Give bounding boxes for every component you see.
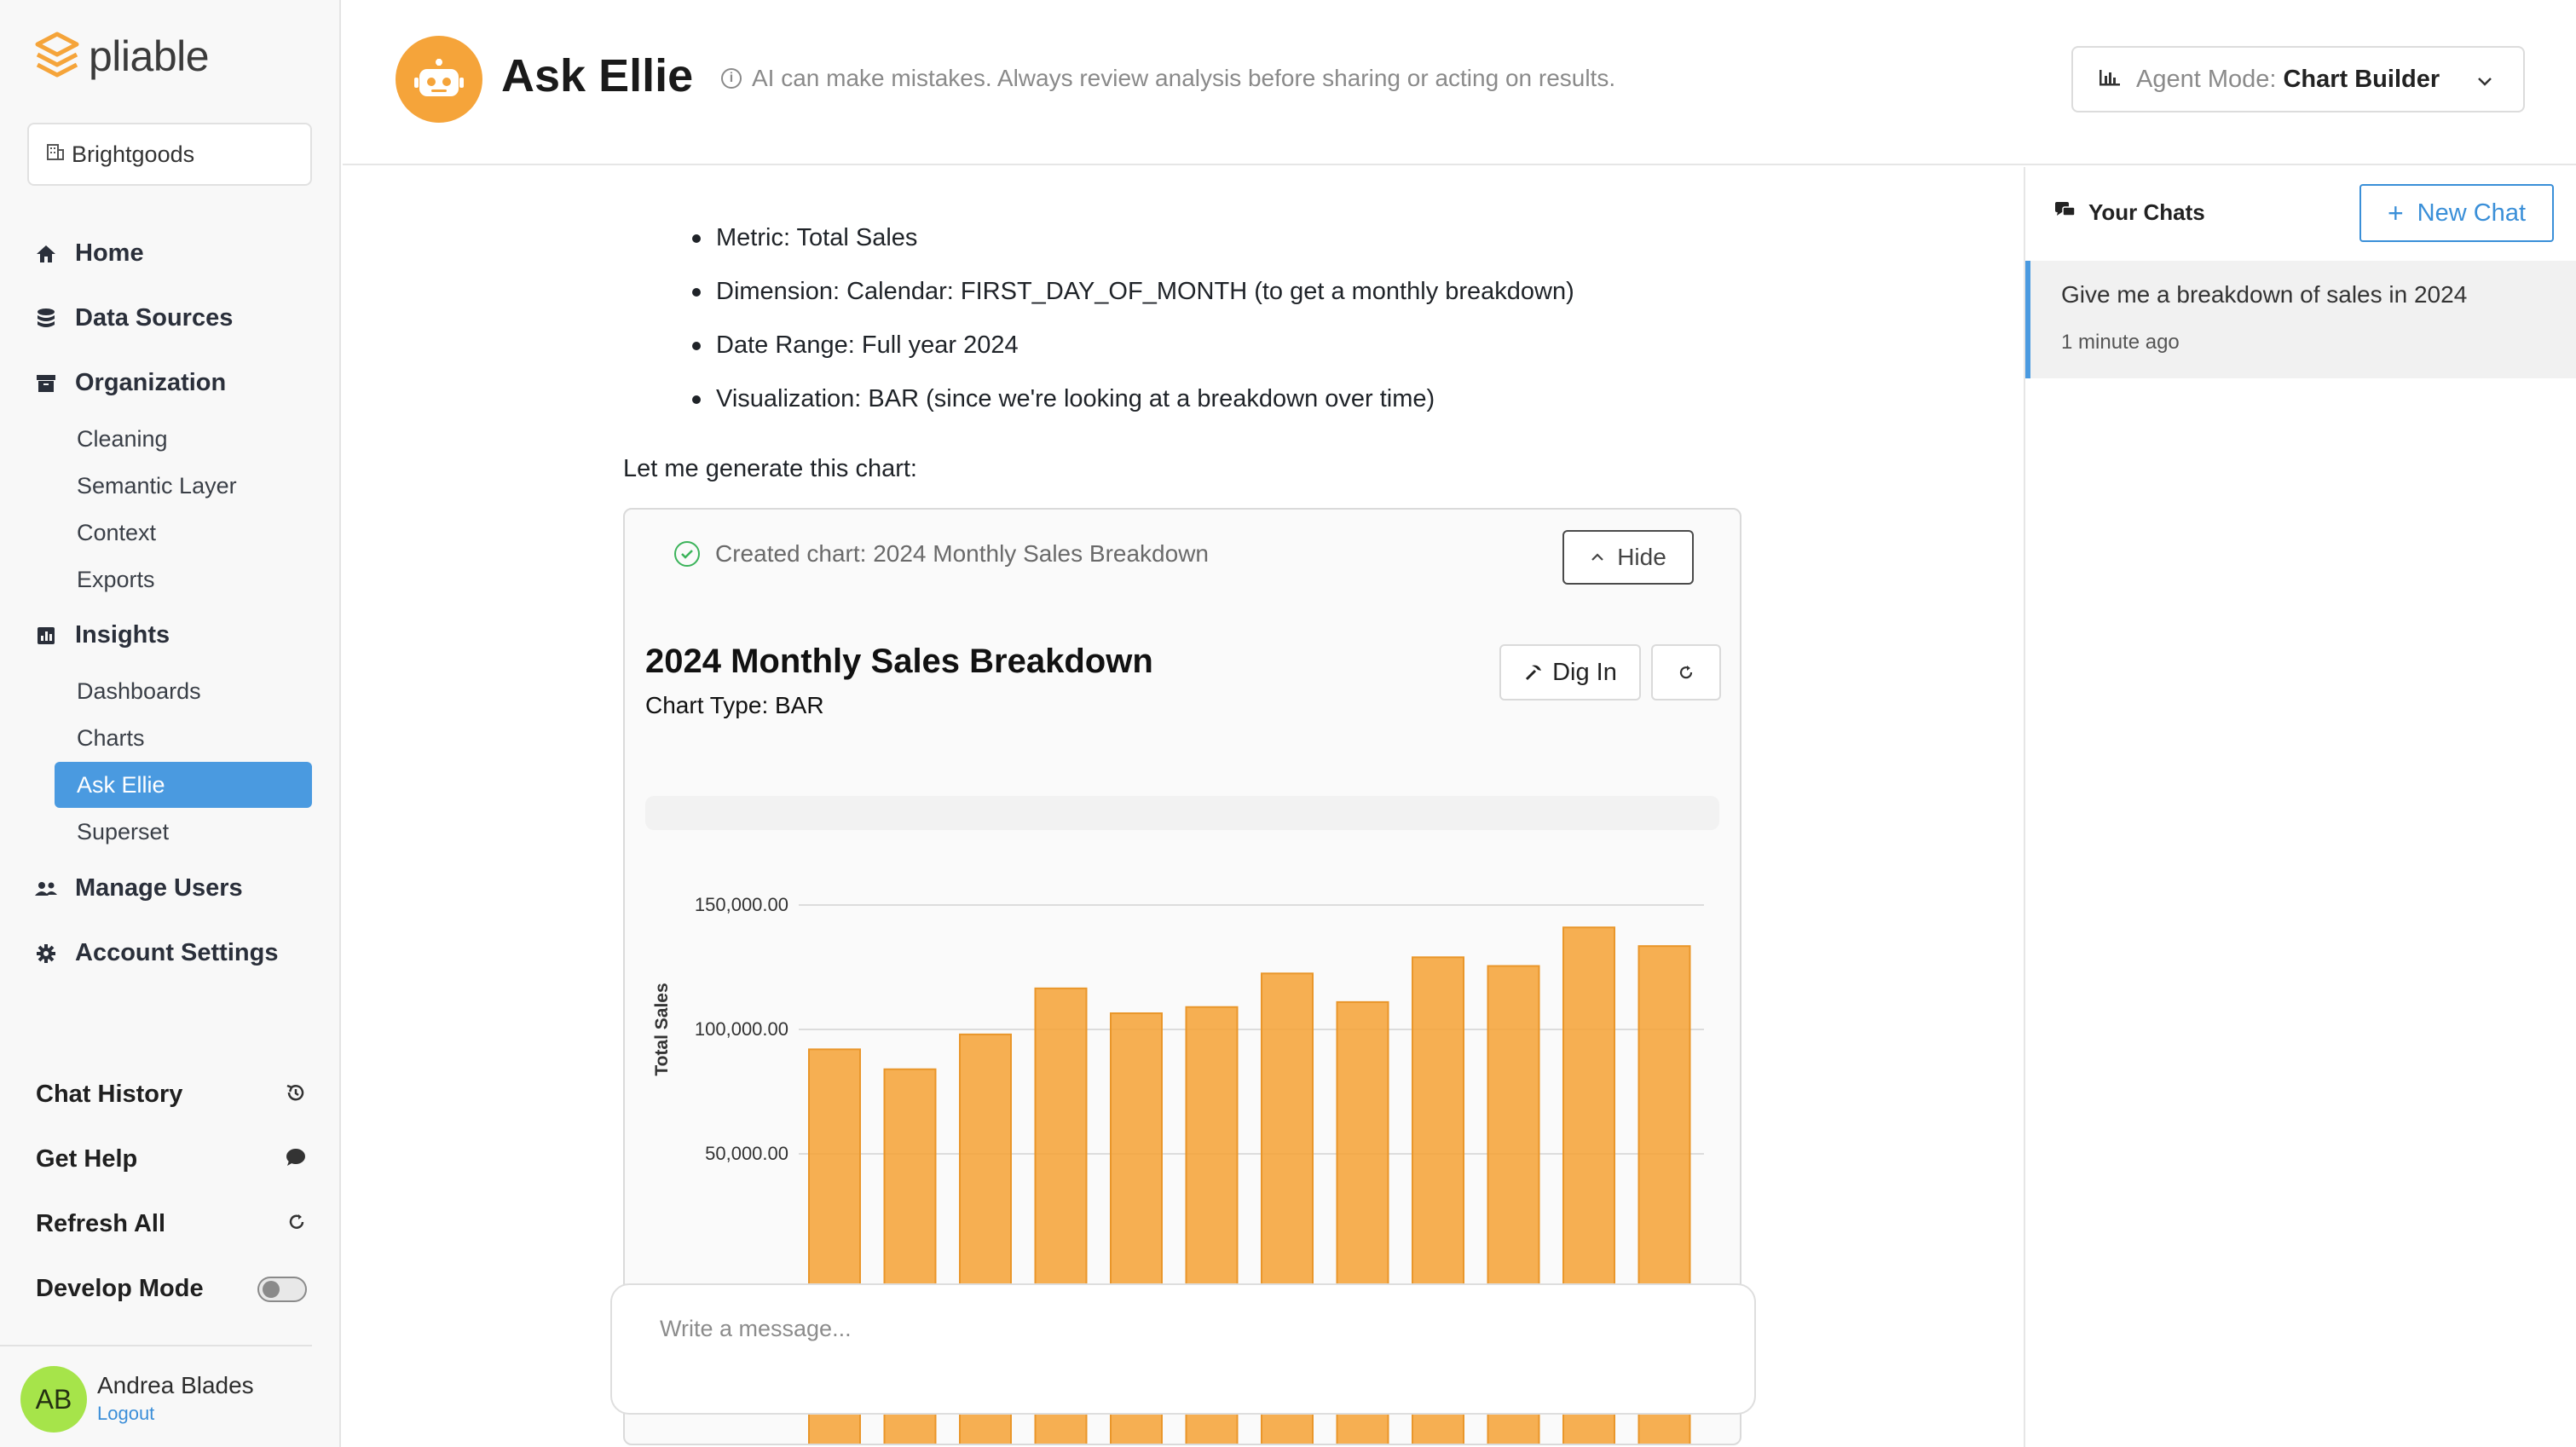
brand-name: pliable [89,32,210,80]
message-composer[interactable] [610,1283,1756,1415]
nav-charts[interactable]: Charts [77,724,145,751]
assistant-message-text: Let me generate this chart: [623,455,917,482]
building-icon [46,142,65,166]
develop-mode-row: Develop Mode [36,1275,307,1303]
info-icon: i [721,68,742,89]
disclaimer-text: AI can make mistakes. Always review anal… [752,65,1616,91]
chat-bubbles-icon [2054,200,2076,225]
y-tick-label: 100,000.00 [695,1018,788,1040]
list-item: Metric: Total Sales [692,211,1574,265]
pickaxe-icon [1526,665,1542,681]
dig-in-label: Dig In [1552,658,1617,686]
agent-mode-value: Chart Builder [2283,65,2440,93]
chats-header: Your Chats [2054,199,2205,226]
y-axis-label: Total Sales [652,983,672,1075]
org-selector[interactable]: Brightgoods [27,123,312,186]
archive-icon [34,372,58,395]
chats-title: Your Chats [2088,199,2205,225]
chats-panel: Your Chats + New Chat Give me a breakdow… [2024,167,2576,1447]
chat-item-title: Give me a breakdown of sales in 2024 [2061,281,2468,308]
dig-in-button[interactable]: Dig In [1499,644,1641,700]
refresh-icon [286,1212,307,1237]
agent-mode-select[interactable]: Agent Mode: Chart Builder [2071,46,2525,112]
nav-manage-users-label: Manage Users [75,874,243,902]
refresh-icon [1679,666,1693,679]
pliable-logo-icon [35,32,79,78]
chart-title: 2024 Monthly Sales Breakdown [645,643,1153,680]
assistant-bullet-list: Metric: Total Sales Dimension: Calendar:… [692,211,1574,426]
nav-exports[interactable]: Exports [77,566,155,592]
nav-insights-label: Insights [75,621,170,649]
develop-mode-toggle[interactable] [257,1276,307,1302]
hide-button[interactable]: Hide [1562,530,1694,585]
chat-list-item[interactable]: Give me a breakdown of sales in 2024 1 m… [2025,261,2576,378]
nav-semantic-layer[interactable]: Semantic Layer [77,472,237,499]
chat-history-label: Chat History [36,1081,183,1108]
avatar[interactable]: AB [20,1366,87,1433]
nav-ask-ellie[interactable]: Ask Ellie [55,762,312,808]
robot-icon [396,36,482,123]
hide-button-label: Hide [1617,544,1666,570]
get-help-button[interactable]: Get Help [36,1145,307,1173]
list-item: Date Range: Full year 2024 [692,319,1574,372]
refresh-chart-button[interactable] [1651,644,1721,700]
logout-link[interactable]: Logout [97,1403,155,1424]
message-input[interactable] [660,1316,1683,1342]
chart-icon [34,624,58,648]
nav-home[interactable]: Home [34,239,144,268]
nav-manage-users[interactable]: Manage Users [34,874,243,902]
tool-status: Created chart: 2024 Monthly Sales Breakd… [674,540,1209,568]
users-icon [34,877,58,901]
plus-icon: + [2387,197,2404,228]
nav-home-label: Home [75,239,144,267]
refresh-all-label: Refresh All [36,1210,166,1237]
agent-mode-label: Agent Mode: [2136,65,2277,93]
list-item: Visualization: BAR (since we're looking … [692,372,1574,426]
chevron-down-icon [2475,66,2494,95]
org-name: Brightgoods [72,141,195,167]
nav-insights[interactable]: Insights [34,621,170,649]
chat-thread: Metric: Total Sales Dimension: Calendar:… [343,167,2024,1447]
chat-bubble-icon [285,1147,307,1172]
get-help-label: Get Help [36,1145,138,1173]
check-circle-icon [674,541,700,567]
chart-toolbar-band [645,796,1719,830]
ai-disclaimer: i AI can make mistakes. Always review an… [721,65,1615,92]
y-tick-label: 50,000.00 [705,1143,788,1164]
nav-organization-label: Organization [75,369,227,396]
nav-context[interactable]: Context [77,519,157,545]
nav-dashboards[interactable]: Dashboards [77,677,201,704]
home-icon [34,242,58,266]
page-header: Ask Ellie i AI can make mistakes. Always… [343,0,2576,165]
chat-item-time: 1 minute ago [2061,331,2180,354]
nav-superset[interactable]: Superset [77,818,170,845]
develop-mode-label: Develop Mode [36,1275,204,1302]
new-chat-label: New Chat [2417,199,2526,227]
new-chat-button[interactable]: + New Chat [2359,184,2554,242]
list-item: Dimension: Calendar: FIRST_DAY_OF_MONTH … [692,265,1574,319]
bar-chart-icon [2099,66,2121,94]
nav-account-settings[interactable]: Account Settings [34,939,278,967]
divider [0,1345,312,1346]
nav-account-settings-label: Account Settings [75,939,279,966]
y-tick-label: 150,000.00 [695,894,788,915]
chart-subtitle: Chart Type: BAR [645,692,824,718]
nav-data-sources[interactable]: Data Sources [34,304,233,332]
database-icon [34,307,58,331]
history-icon [285,1081,307,1108]
user-name: Andrea Blades [97,1372,254,1398]
gear-icon [34,942,58,966]
brand-logo[interactable]: pliable [34,31,210,82]
tool-status-text: Created chart: 2024 Monthly Sales Breakd… [715,540,1209,567]
nav-organization[interactable]: Organization [34,369,226,397]
chat-history-button[interactable]: Chat History [36,1081,307,1109]
chevron-up-icon [1591,553,1603,561]
sidebar: pliable Brightgoods Home Data Sources Or… [0,0,341,1447]
nav-cleaning[interactable]: Cleaning [77,425,168,452]
page-title: Ask Ellie [501,50,694,101]
nav-data-sources-label: Data Sources [75,304,234,331]
refresh-all-button[interactable]: Refresh All [36,1210,307,1238]
